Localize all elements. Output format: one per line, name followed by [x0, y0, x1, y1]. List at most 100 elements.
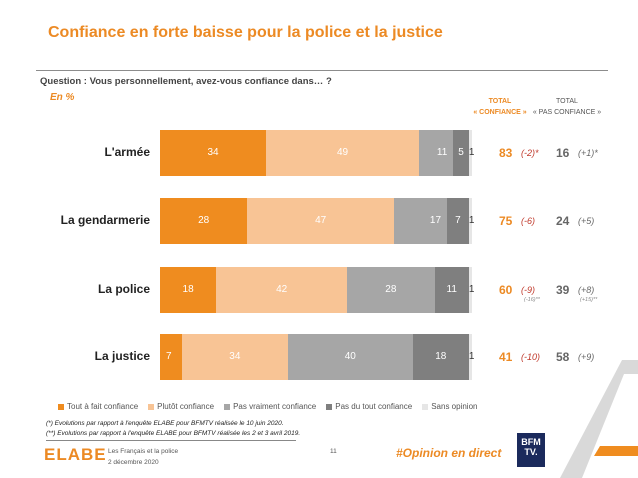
bar-segment: 1 [468, 198, 475, 244]
total-confiance-evolution: (-10) [521, 352, 541, 362]
bar-value-label: 11 [446, 284, 457, 295]
total-confiance-evolution: (-2)* [521, 148, 539, 158]
bar-segment: 28 [347, 267, 435, 313]
header-total-pas-confiance: TOTAL « PAS CONFIANCE » [530, 96, 604, 118]
unit-label: En % [50, 92, 75, 103]
legend-label: Pas vraiment confiance [233, 402, 317, 411]
total-pas-confiance-evolution: (+8) [578, 285, 595, 295]
header-total-confiance: TOTAL « CONFIANCE » [468, 96, 532, 118]
elabe-logo: ELABE [44, 445, 107, 464]
bar-segment: 47 [247, 198, 394, 244]
bar-segment: 34 [160, 130, 267, 176]
bar-value-label: 40 [344, 351, 356, 362]
bar-value-label: 1 [468, 147, 475, 158]
bar-value-label: 7 [166, 351, 172, 362]
total-pas-confiance-value: 24 [556, 214, 570, 228]
bar-segment: 1 [468, 267, 475, 313]
bar-segment: 34 [181, 334, 288, 380]
bar-segment: 28 [160, 198, 248, 244]
total-confiance-value: 41 [499, 350, 513, 364]
header-total-confiance-line2: « CONFIANCE » [473, 109, 527, 116]
bar-value-label: 1 [468, 215, 475, 226]
footer-date: 2 décembre 2020 [108, 459, 159, 466]
bfmtv-logo: BFM TV. [517, 433, 545, 467]
bar-value-label: 1 [468, 284, 475, 295]
bar-value-label: 7 [455, 215, 461, 226]
total-confiance-value: 83 [499, 146, 513, 160]
bar-segment: 42 [216, 267, 348, 313]
decorative-triangle-icon [560, 360, 638, 478]
bar-value-label: 42 [276, 284, 288, 295]
legend-swatch [326, 403, 333, 410]
bar-segment: 11 [434, 267, 469, 313]
chart-legend: Tout à fait confiance Plutôt confiance Pas… [58, 402, 477, 411]
legend-item: Tout à fait confiance [58, 402, 138, 411]
bar-value-label: 5 [458, 147, 464, 158]
legend-swatch [224, 403, 231, 410]
footer-study-title: Les Français et la police [108, 448, 179, 455]
legend-item: Pas du tout confiance [326, 402, 412, 411]
page-number: 11 [330, 448, 337, 455]
total-pas-confiance-value: 16 [556, 146, 570, 160]
bar-segment: 11 [418, 130, 454, 176]
bar-value-label: 34 [207, 147, 219, 158]
legend-label: Pas du tout confiance [335, 402, 413, 411]
hashtag: #Opinion en direct [396, 446, 502, 460]
total-pas-confiance-value: 58 [556, 350, 570, 364]
bar-segment: 5 [453, 130, 469, 176]
header-total-pas-line1: TOTAL [556, 98, 578, 105]
total-pas-confiance-evolution: (+5) [578, 216, 595, 226]
legend-label: Plutôt confiance [157, 402, 215, 411]
legend-item: Plutôt confiance [148, 402, 214, 411]
legend-label: Tout à fait confiance [67, 402, 139, 411]
category-label: La justice [94, 349, 150, 363]
bfmtv-logo-line2: TV. [524, 447, 538, 457]
category-label: La police [97, 282, 150, 296]
bar-segment: 7 [160, 334, 182, 380]
legend-swatch [148, 403, 155, 410]
question-text: Question : Vous personnellement, avez-vo… [40, 76, 332, 87]
bar-segment: 40 [287, 334, 413, 380]
bar-segment: 49 [266, 130, 419, 176]
legend-label: Sans opinion [431, 402, 478, 411]
footnote-1: (*) Evolutions par rapport à l'enquête E… [46, 420, 284, 427]
legend-item: Pas vraiment confiance [224, 402, 316, 411]
total-confiance-evolution-2019: (-16)** [524, 297, 540, 303]
total-pas-confiance-value: 39 [556, 283, 570, 297]
bfmtv-logo-line1: BFM [521, 437, 541, 447]
total-pas-confiance-evolution-2019: (+15)** [580, 297, 598, 303]
category-label: La gendarmerie [60, 213, 150, 227]
bar-value-label: 28 [198, 215, 210, 226]
bar-value-label: 18 [182, 284, 194, 295]
header-total-pas-line2: « PAS CONFIANCE » [532, 109, 602, 116]
footnote-2: (**) Evolutions par rapport à l'enquête … [46, 430, 301, 437]
legend-swatch [58, 403, 64, 410]
category-label: L'armée [104, 145, 150, 159]
total-pas-confiance-evolution: (+1)* [578, 148, 598, 158]
bar-segment: 1 [468, 130, 475, 176]
bar-segment: 18 [160, 267, 217, 313]
total-confiance-evolution: (-6) [521, 216, 535, 226]
total-pas-confiance-evolution: (+9) [578, 352, 595, 362]
bar-value-label: 18 [435, 351, 447, 362]
bar-value-label: 28 [385, 284, 397, 295]
bar-value-label: 1 [468, 351, 475, 362]
legend-item: Sans opinion [422, 402, 477, 411]
title-divider [36, 70, 608, 71]
bar-value-label: 49 [336, 147, 349, 158]
footnote-divider [46, 440, 296, 441]
bar-value-label: 34 [229, 351, 241, 362]
bar-value-label: 47 [315, 215, 327, 226]
bar-segment: 1 [468, 334, 475, 380]
header-total-confiance-line1: TOTAL [488, 98, 512, 105]
bar-segment: 17 [394, 198, 448, 244]
page-title: Confiance en forte baisse pour la police… [48, 24, 443, 41]
total-confiance-value: 75 [499, 214, 513, 228]
total-confiance-evolution: (-9) [521, 285, 535, 295]
bar-value-label: 17 [429, 215, 442, 226]
total-confiance-value: 60 [499, 283, 513, 297]
bar-segment: 7 [447, 198, 469, 244]
legend-swatch [422, 403, 429, 410]
bar-value-label: 11 [436, 147, 448, 158]
